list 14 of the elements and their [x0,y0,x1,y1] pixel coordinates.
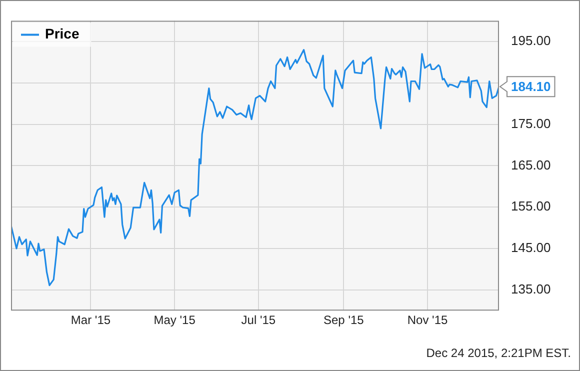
x-tick-label: Nov '15 [407,313,448,328]
y-tick-label: 195.00 [511,33,551,48]
y-tick-label: 145.00 [511,240,551,256]
legend-label: Price [45,26,80,42]
text: Dec 24 2015, 2:21PM EST. [426,346,571,360]
y-tick-label: 155.00 [511,198,551,214]
x-tick-label: Sep '15 [324,313,364,328]
annotation: 184.10 [511,79,551,94]
y-tick-label: 175.00 [511,116,551,131]
x-tick-label: Mar '15 [70,313,111,328]
x-tick-label: May '15 [154,313,196,328]
y-tick-label: 135.00 [511,281,551,296]
y-tick-label: 165.00 [511,157,551,172]
x-tick-label: Jul '15 [241,313,276,328]
